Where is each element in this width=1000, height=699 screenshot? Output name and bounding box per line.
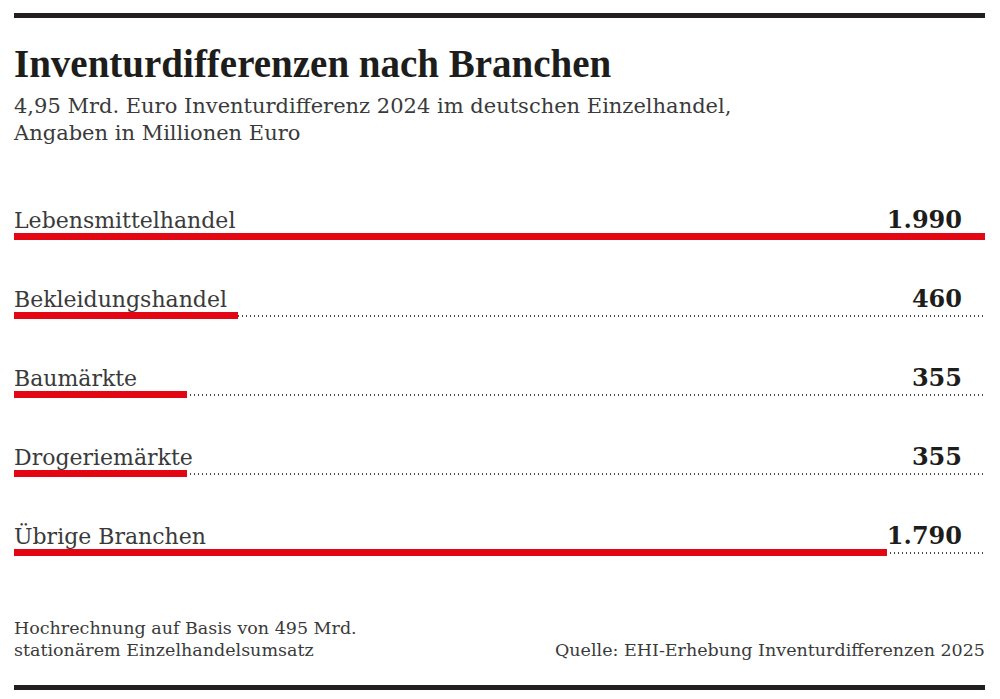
infographic-page: Inventurdifferenzen nach Branchen 4,95 M…	[14, 13, 985, 690]
bar-row: Drogeriemärkte 355	[14, 444, 985, 477]
category-label: Lebensmittelhandel	[14, 208, 235, 234]
bar-track	[14, 470, 985, 477]
chart-footer: Hochrechnung auf Basis von 495 Mrd.stati…	[14, 617, 985, 661]
bar-row-header: Drogeriemärkte 355	[14, 444, 985, 470]
bar-row: Übrige Branchen 1.790	[14, 523, 985, 556]
bar	[14, 470, 187, 477]
category-label: Bekleidungshandel	[14, 287, 227, 313]
category-label: Baumärkte	[14, 366, 137, 392]
bar-track	[14, 391, 985, 398]
chart-title: Inventurdifferenzen nach Branchen	[14, 44, 985, 84]
bar-chart: Lebensmittelhandel 1.990 Bekleidungshandel…	[14, 207, 985, 556]
bar	[14, 233, 985, 240]
value-label: 1.990	[887, 207, 985, 233]
bar-track	[14, 233, 985, 240]
bar-row-header: Übrige Branchen 1.790	[14, 523, 985, 549]
value-label: 1.790	[887, 523, 985, 549]
bottom-rule	[14, 685, 985, 690]
bar-row-header: Bekleidungshandel 460	[14, 286, 985, 312]
source-credit: Quelle: EHI-Erhebung Inventurdifferenzen…	[555, 639, 985, 661]
category-label: Übrige Branchen	[14, 524, 206, 550]
bar-row: Baumärkte 355	[14, 365, 985, 398]
bar-track	[14, 549, 985, 556]
bar	[14, 391, 187, 398]
bar-row: Bekleidungshandel 460	[14, 286, 985, 319]
chart-subtitle: 4,95 Mrd. Euro Inventurdifferenz 2024 im…	[14, 93, 985, 147]
footnote-line1: Hochrechnung auf Basis von 495 Mrd.	[14, 618, 357, 638]
bar	[14, 549, 887, 556]
chart-subtitle-line2: Angaben in Millionen Euro	[14, 121, 300, 145]
bar-row-header: Lebensmittelhandel 1.990	[14, 207, 985, 233]
value-label: 355	[912, 444, 985, 470]
value-label: 460	[912, 286, 985, 312]
chart-subtitle-line1: 4,95 Mrd. Euro Inventurdifferenz 2024 im…	[14, 94, 731, 118]
bar-row: Lebensmittelhandel 1.990	[14, 207, 985, 240]
bar-row-header: Baumärkte 355	[14, 365, 985, 391]
footnote: Hochrechnung auf Basis von 495 Mrd.stati…	[14, 617, 357, 661]
bar	[14, 312, 238, 319]
bar-track	[14, 312, 985, 319]
category-label: Drogeriemärkte	[14, 445, 193, 471]
top-rule	[14, 13, 985, 18]
footnote-line2: stationärem Einzelhandelsumsatz	[14, 640, 314, 660]
value-label: 355	[912, 365, 985, 391]
